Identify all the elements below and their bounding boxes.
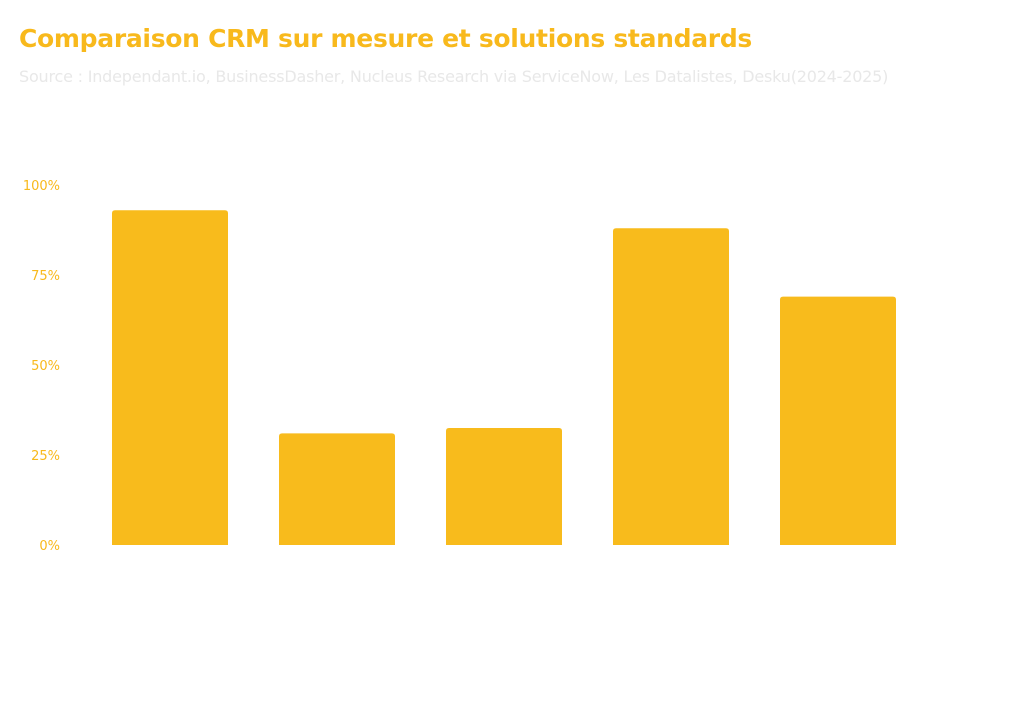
bar — [780, 296, 896, 545]
bar — [112, 210, 228, 545]
y-tick-label: 25% — [31, 449, 60, 464]
y-tick-label: 100% — [23, 179, 60, 194]
y-tick-label: 75% — [31, 269, 60, 284]
chart-title: Comparaison CRM sur mesure et solutions … — [19, 24, 753, 53]
y-tick-label: 0% — [39, 539, 60, 554]
y-tick-label: 50% — [31, 359, 60, 374]
bar — [446, 428, 562, 545]
bar — [613, 228, 729, 545]
bar — [279, 433, 395, 545]
chart-subtitle: Source : Independant.io, BusinessDasher,… — [19, 67, 889, 86]
